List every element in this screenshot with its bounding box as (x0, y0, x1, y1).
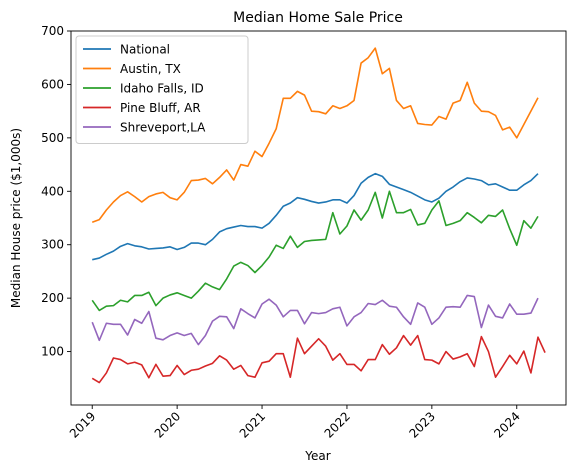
y-tick-label: 600 (41, 77, 64, 91)
plot-frame (70, 30, 567, 406)
series-line-austin-tx (91, 47, 539, 224)
y-tick-label: 700 (41, 24, 64, 38)
legend-entry: Pine Bluff, AR (120, 101, 201, 115)
x-tick-label: 2019 (67, 409, 98, 440)
y-tick-label: 200 (41, 291, 64, 305)
legend: National Austin, TX Idaho Falls, ID Pine Bl… (75, 35, 249, 144)
y-tick-label: 100 (41, 345, 64, 359)
legend-entry: National (120, 43, 170, 57)
y-axis: 100 200 300 400 500 600 700 (41, 24, 71, 359)
y-axis-label: Median House price ($1,000s) (9, 128, 23, 308)
y-tick-label: 400 (41, 184, 64, 198)
legend-entry: Austin, TX (120, 62, 181, 76)
series-line-pine-bluff-ar (91, 334, 546, 384)
chart-title: Median Home Sale Price (233, 10, 403, 26)
x-axis-label: Year (304, 449, 330, 463)
x-tick-label: 2023 (406, 409, 437, 440)
x-tick-label: 2020 (152, 409, 183, 440)
legend-entry: Idaho Falls, ID (120, 82, 204, 96)
legend-entry: Shreveport,LA (120, 121, 206, 135)
x-tick-label: 2021 (237, 409, 268, 440)
x-axis: 2019 2020 2021 2022 2023 2024 (67, 405, 523, 441)
series-line-national (92, 172, 539, 261)
legend-box (75, 35, 249, 144)
x-tick-label: 2024 (491, 409, 522, 440)
series-line-shreveport-la (91, 294, 539, 346)
x-tick-label: 2022 (322, 409, 353, 440)
series-layer (91, 47, 546, 384)
series-line-idaho-falls-id (91, 190, 539, 312)
y-tick-label: 500 (41, 131, 64, 145)
y-tick-label: 300 (41, 238, 64, 252)
